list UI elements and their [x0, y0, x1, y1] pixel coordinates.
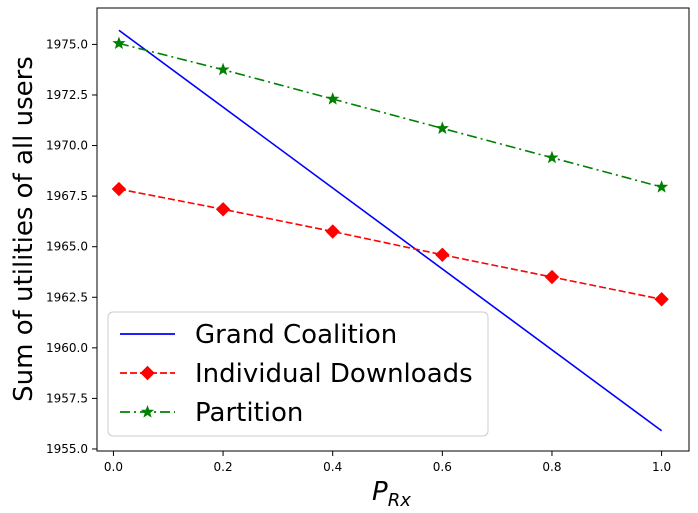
series-line-grand-coalition: [118, 29, 663, 432]
series-line-individual-downloads: [118, 188, 662, 301]
data-point-individual-downloads: [544, 269, 560, 285]
data-point-individual-downloads: [111, 181, 127, 197]
data-point-partition: [654, 180, 669, 193]
y-tick-label: 1972.5: [46, 88, 88, 102]
x-tick-label: 0.4: [323, 460, 342, 474]
x-axis-label-subscript: Rx: [388, 490, 412, 511]
data-point-partition: [545, 150, 559, 164]
legend-label-individual-downloads: Individual Downloads: [195, 359, 473, 389]
data-point-individual-downloads: [325, 224, 340, 239]
legend: Grand Coalition Individual Downloads Parti…: [107, 311, 489, 437]
y-tick-label: 1975.0: [46, 37, 88, 51]
series-line-partition: [118, 42, 662, 188]
data-point-individual-downloads: [215, 202, 231, 217]
x-axis-label-main: P: [372, 477, 388, 507]
x-tick-label: 0.8: [542, 460, 561, 474]
x-tick-label: 0.2: [214, 460, 233, 474]
legend-label-grand-coalition: Grand Coalition: [195, 320, 397, 350]
x-tick-label: 1.0: [652, 460, 671, 474]
legend-entry-partition: Partition: [120, 398, 303, 428]
x-axis: 0.0 0.2 0.4 0.6 0.8 1.0: [104, 451, 671, 474]
y-axis: 1955.0 1957.5 1960.0 1962.5 1965.0 1967.5 1970…: [46, 37, 97, 456]
y-tick-label: 1967.5: [46, 189, 88, 203]
y-axis-label: Sum of utilities of all users: [9, 56, 39, 402]
y-tick-label: 1965.0: [46, 240, 88, 254]
series-layer: [111, 29, 669, 432]
legend-marker-partition: [140, 405, 155, 418]
x-axis-label: PRx: [372, 477, 411, 511]
legend-marker-individual-downloads: [140, 365, 155, 381]
data-point-individual-downloads: [654, 292, 669, 307]
data-point-partition: [216, 62, 230, 76]
series-grand-coalition: [118, 29, 663, 432]
legend-label-partition: Partition: [195, 398, 303, 428]
y-tick-label: 1955.0: [46, 442, 88, 456]
x-tick-label: 0.6: [433, 460, 452, 474]
legend-entry-individual-downloads: Individual Downloads: [120, 359, 473, 389]
y-tick-label: 1957.5: [46, 391, 88, 405]
data-point-partition: [112, 36, 126, 50]
legend-box: [107, 311, 489, 437]
series-individual-downloads: [111, 181, 669, 307]
data-point-individual-downloads: [435, 247, 450, 262]
y-tick-label: 1962.5: [46, 290, 88, 304]
y-tick-label: 1970.0: [46, 139, 88, 153]
data-point-partition: [435, 121, 449, 134]
x-tick-label: 0.0: [104, 460, 123, 474]
legend-entry-grand-coalition: Grand Coalition: [120, 320, 397, 350]
series-partition: [112, 36, 669, 193]
y-tick-label: 1960.0: [46, 341, 88, 355]
data-point-partition: [326, 92, 340, 105]
